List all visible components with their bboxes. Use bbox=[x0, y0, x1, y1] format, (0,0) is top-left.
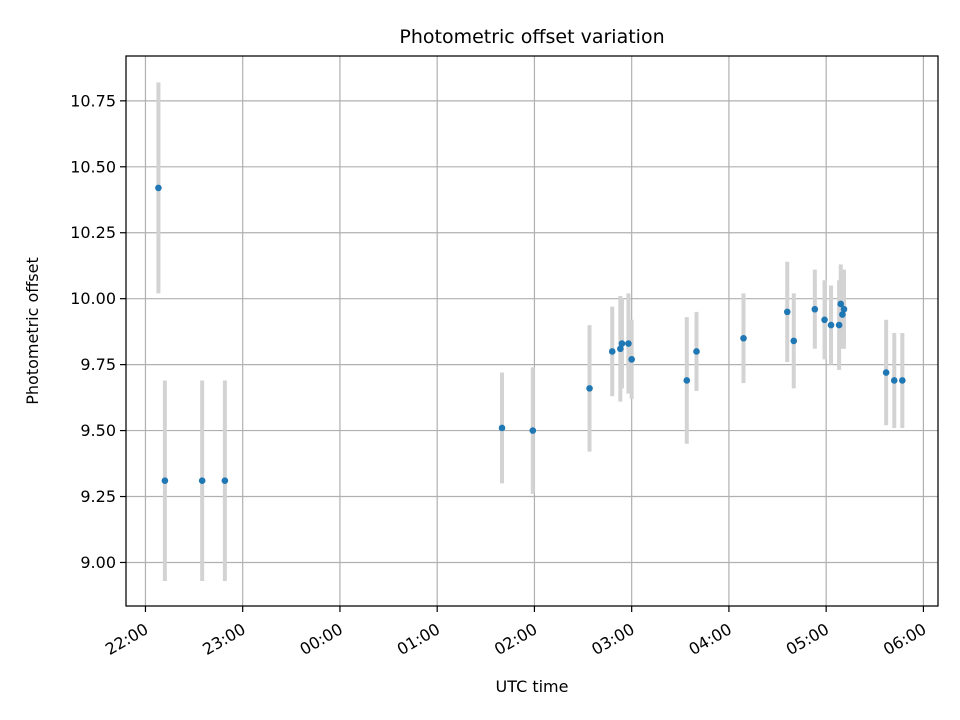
data-point bbox=[221, 477, 229, 485]
data-point bbox=[839, 311, 846, 318]
plot-frame bbox=[125, 55, 939, 607]
y-tick-label: 9.00 bbox=[80, 553, 116, 572]
data-point bbox=[198, 477, 206, 485]
data-point bbox=[740, 334, 747, 342]
y-tick-label: 9.75 bbox=[80, 355, 116, 374]
data-point bbox=[617, 345, 624, 353]
y-tick-label: 9.25 bbox=[80, 487, 116, 506]
data-point bbox=[821, 316, 828, 324]
y-tick-label: 10.25 bbox=[70, 223, 116, 242]
data-point bbox=[586, 385, 593, 392]
data-point bbox=[625, 340, 632, 347]
data-point bbox=[827, 321, 835, 329]
data-point bbox=[811, 305, 819, 313]
y-axis: 9.00 9.25 9.50 9.75 10.00 10.25 10.50 10.75 bbox=[70, 91, 126, 572]
data-point bbox=[835, 321, 843, 329]
data-point bbox=[790, 337, 798, 345]
y-tick-label: 9.50 bbox=[80, 421, 116, 440]
data-point bbox=[693, 348, 700, 355]
data-points bbox=[155, 184, 906, 485]
data-point bbox=[899, 377, 906, 384]
y-axis-title: Photometric offset bbox=[23, 257, 42, 405]
y-tick-label: 10.75 bbox=[70, 91, 116, 110]
data-point bbox=[783, 308, 791, 316]
data-point bbox=[882, 369, 890, 376]
y-tick-label: 10.00 bbox=[70, 289, 116, 308]
data-point bbox=[840, 305, 848, 313]
data-point bbox=[618, 340, 626, 347]
data-point bbox=[498, 424, 506, 432]
data-point bbox=[608, 348, 616, 355]
data-point bbox=[890, 377, 898, 384]
data-point bbox=[683, 377, 691, 384]
data-point bbox=[628, 356, 635, 363]
data-point bbox=[161, 477, 169, 485]
data-point bbox=[155, 184, 162, 192]
x-axis-title: UTC time bbox=[496, 677, 569, 696]
y-tick-label: 10.50 bbox=[70, 157, 116, 176]
data-point bbox=[837, 300, 845, 308]
data-point bbox=[529, 427, 537, 434]
chart-title: Photometric offset variation bbox=[399, 26, 664, 48]
